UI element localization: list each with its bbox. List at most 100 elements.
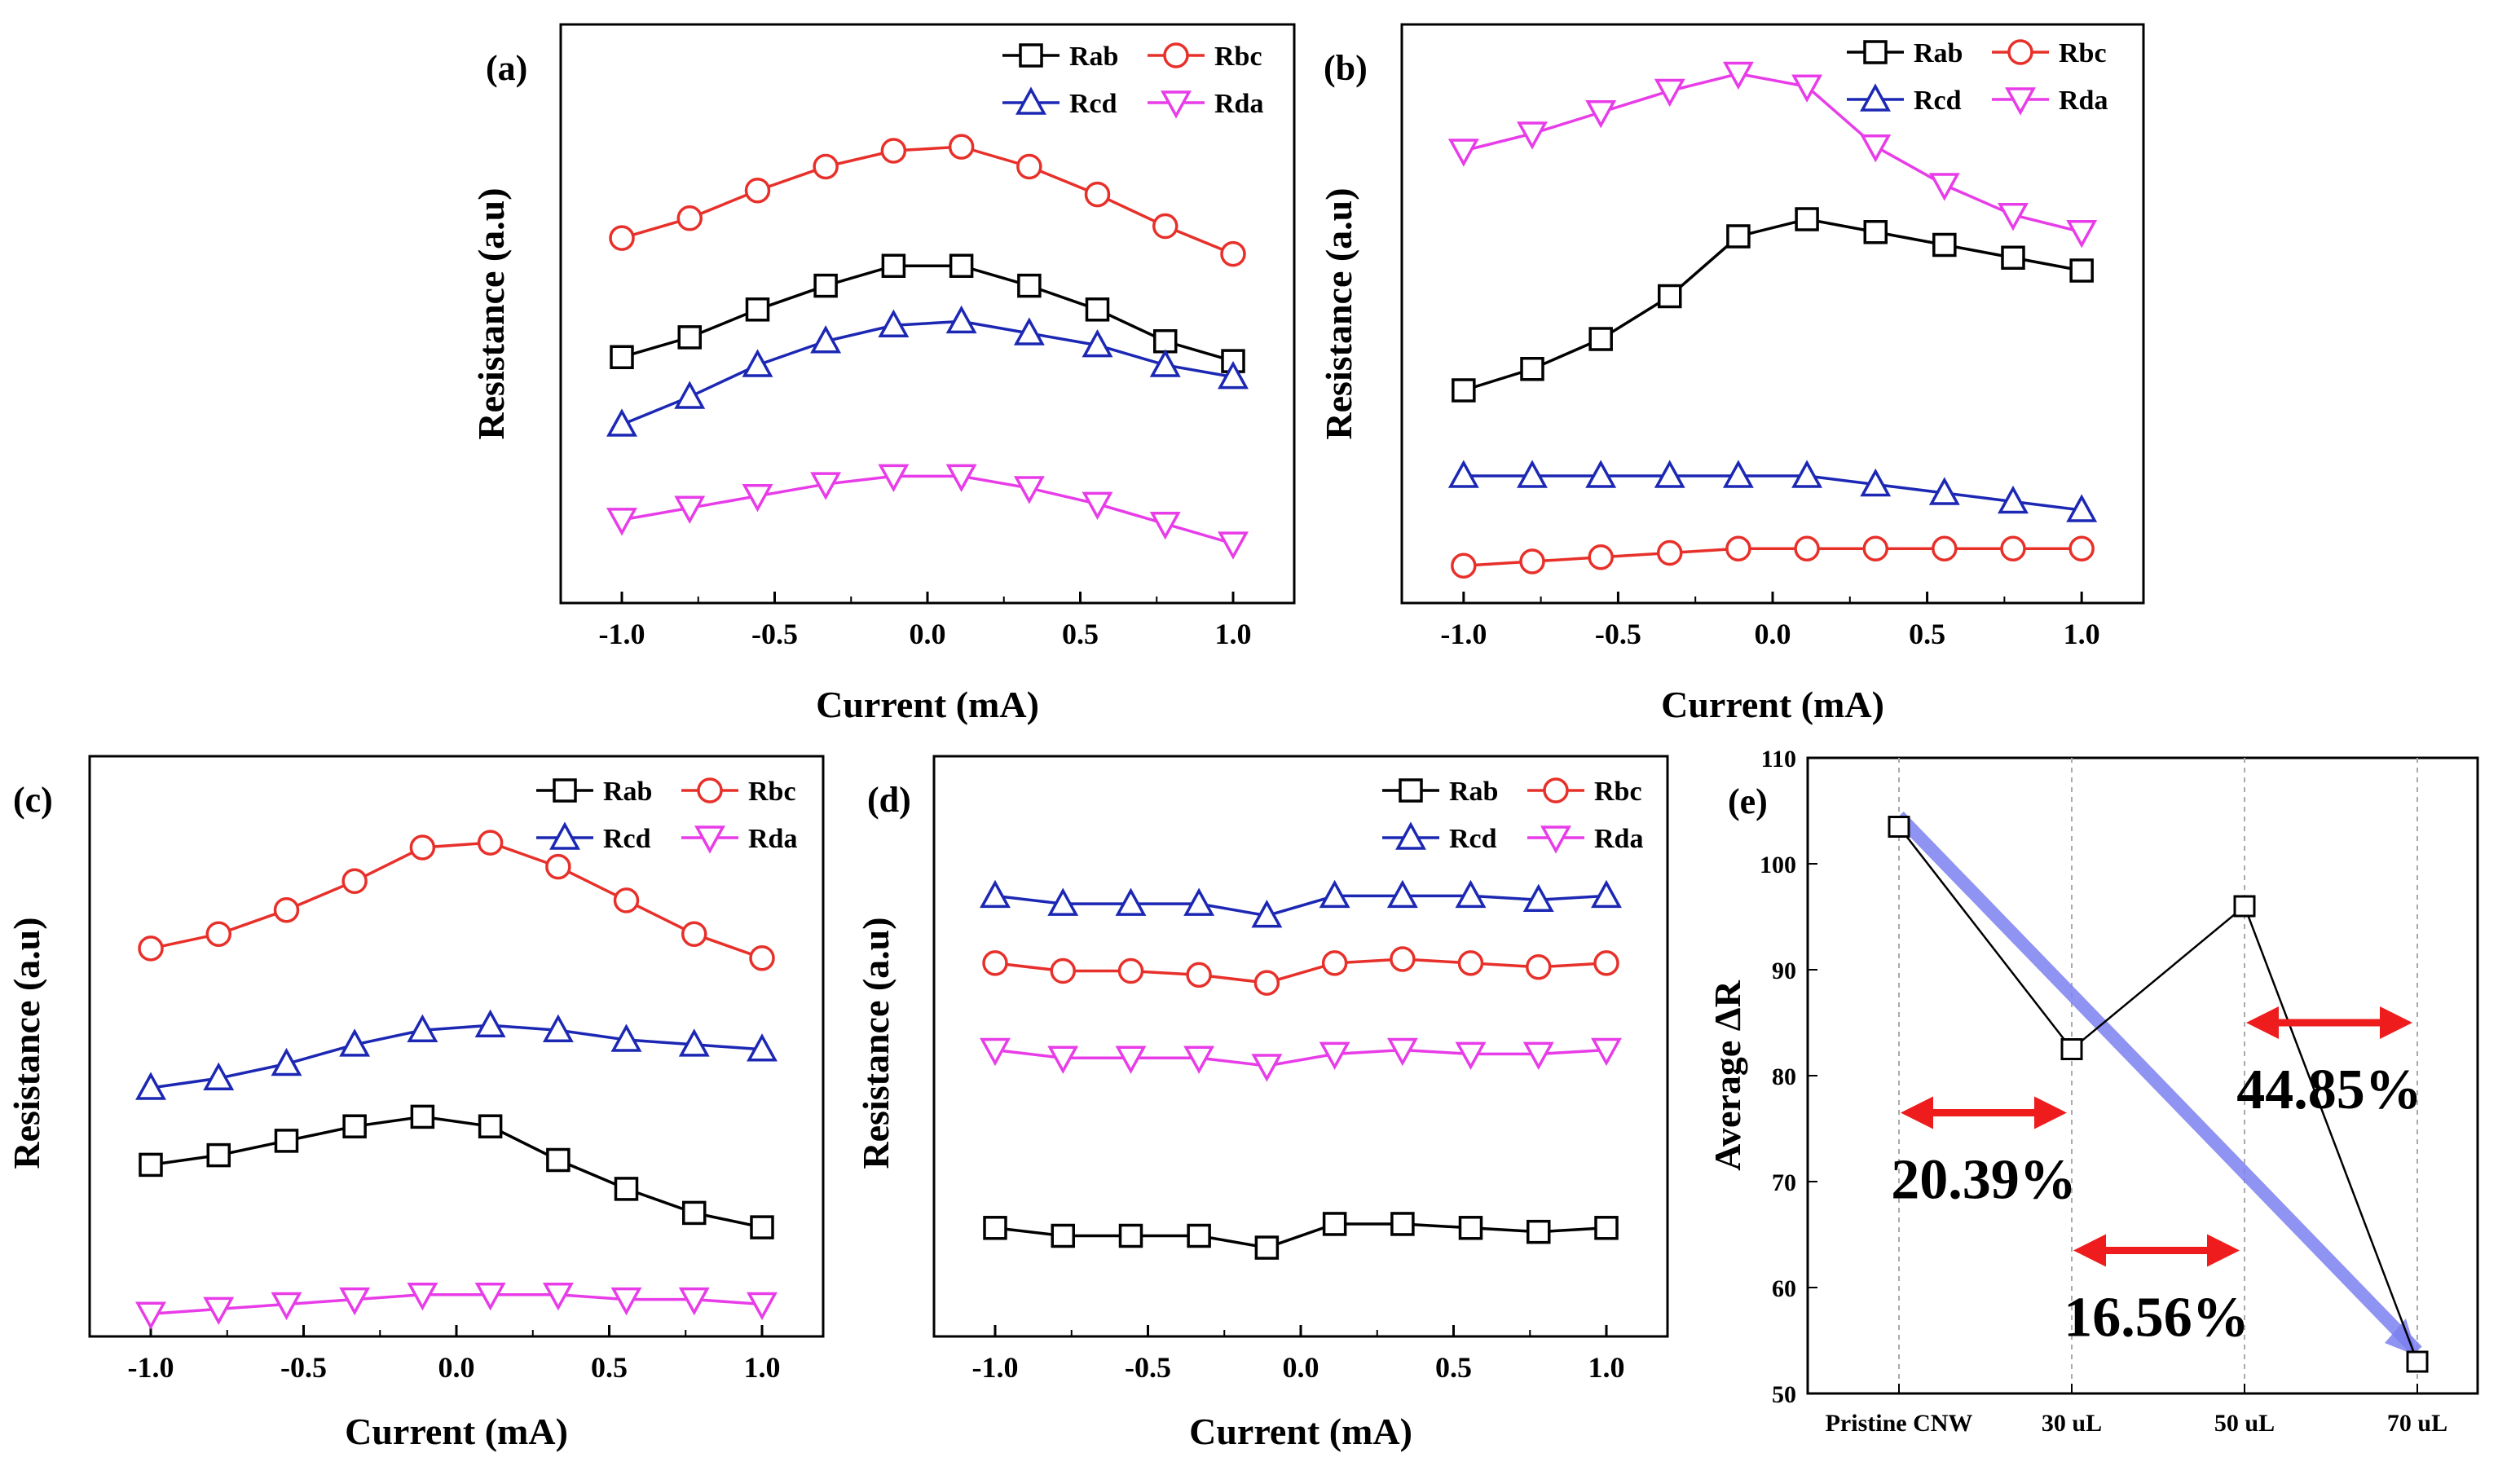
data-point	[1451, 553, 1477, 579]
data-point	[1654, 460, 1685, 488]
data-point	[1319, 879, 1350, 909]
x-tick-label: 0.5	[1062, 618, 1099, 650]
data-point	[1998, 485, 2029, 514]
data-point	[881, 253, 906, 278]
data-point	[542, 1282, 574, 1311]
data-point	[813, 273, 838, 298]
legend-entry: Rda	[1214, 89, 1263, 119]
data-point	[1447, 460, 1479, 488]
data-point	[878, 309, 910, 338]
x-tick-label: 0.0	[910, 618, 946, 650]
data-point	[1115, 887, 1147, 916]
data-point	[546, 1147, 571, 1173]
data-point	[1218, 531, 1249, 560]
legend-marker	[2007, 39, 2033, 65]
data-point	[1791, 460, 1823, 488]
data-point	[2000, 535, 2026, 561]
data-point	[606, 508, 637, 536]
x-tick-label: 50 uL	[2214, 1410, 2275, 1437]
series-line	[1898, 825, 2419, 1363]
legend-marker	[1163, 42, 1189, 68]
data-point	[1152, 213, 1178, 240]
legend-entry: Rab	[1914, 38, 1963, 68]
data-point	[2066, 220, 2098, 249]
data-point	[1657, 284, 1682, 309]
data-point	[273, 896, 300, 923]
y-tick-label: 60	[1772, 1275, 1796, 1302]
data-point	[1726, 224, 1751, 249]
y-tick-label: 110	[1761, 746, 1796, 773]
data-point	[206, 1142, 231, 1168]
data-point	[138, 936, 164, 962]
data-point	[810, 325, 842, 354]
legend-marker	[1019, 43, 1043, 68]
legend-marker	[1863, 40, 1888, 64]
legend-entry: Rab	[603, 777, 652, 807]
series-line-rab	[621, 264, 1234, 363]
x-tick-label: 1.0	[744, 1351, 781, 1384]
data-point	[2406, 1350, 2429, 1373]
y-tick-label: 80	[1772, 1063, 1796, 1090]
series-rbc	[982, 946, 1619, 996]
series-line-rcd	[1463, 474, 2082, 512]
data-point	[678, 1287, 710, 1316]
panel-label: (a)	[486, 48, 527, 88]
data-point	[948, 134, 975, 160]
data-point	[678, 1028, 710, 1057]
y-axis-label: Resistance (a.u)	[6, 917, 47, 1169]
y-axis-label: Average ΔR	[1707, 980, 1748, 1170]
data-point	[1860, 468, 1892, 497]
data-point	[339, 1028, 371, 1057]
panel-d: (d) -1.0 -0.5 0.0 0.5 1.0 Current (mA) Resistan…	[855, 755, 1669, 1452]
data-point	[1016, 153, 1042, 180]
panel-a: (a) -1.0 -0.5 0.0 0.5 1.0 Current (mA) Resistan…	[470, 23, 1296, 725]
series-rbc	[609, 134, 1246, 267]
delta-annotation: 20.39%	[1891, 1096, 2077, 1212]
data-point	[1522, 1041, 1554, 1071]
legend-entry: Rab	[1069, 42, 1118, 72]
data-point	[135, 1301, 166, 1330]
data-point	[2060, 1038, 2083, 1060]
legend-marker	[1161, 90, 1192, 119]
data-point	[271, 1292, 302, 1321]
legend-entry: Rda	[1594, 824, 1643, 854]
legend-entry: Rbc	[1214, 42, 1262, 72]
data-point	[1517, 121, 1548, 150]
double-arrow-head-right	[2034, 1096, 2067, 1129]
data-point	[339, 1287, 371, 1316]
data-point	[1517, 460, 1548, 488]
legend-marker	[1399, 778, 1423, 803]
x-tick-label: 1.0	[1588, 1351, 1625, 1384]
data-point	[745, 297, 770, 322]
double-arrow-head-right	[2380, 1006, 2412, 1039]
data-point	[1656, 539, 1683, 566]
data-point	[1457, 950, 1484, 976]
double-arrow-head-left	[2073, 1234, 2106, 1267]
x-tick-label: -0.5	[280, 1351, 327, 1384]
series-rab	[139, 1104, 774, 1239]
panel-label: (b)	[1324, 48, 1368, 88]
x-tick-label: 0.0	[1283, 1351, 1319, 1384]
data-point	[542, 1014, 574, 1042]
data-point	[1183, 1046, 1215, 1074]
data-point	[407, 1014, 438, 1042]
data-point	[271, 1047, 302, 1076]
legend-entry: Rda	[2059, 86, 2108, 116]
legend: Rab Rbc Rcd Rda	[1002, 42, 1263, 119]
series-rda	[135, 1282, 778, 1330]
x-tick-label: 0.5	[1909, 618, 1945, 650]
data-point	[810, 472, 842, 500]
series-line-rcd	[994, 894, 1607, 918]
percentage-label: 20.39%	[1891, 1149, 2077, 1212]
x-tick-label: 0.5	[591, 1351, 628, 1384]
data-point	[1153, 329, 1178, 354]
y-tick-label: 70	[1772, 1169, 1796, 1196]
data-point	[1187, 1223, 1211, 1248]
data-point	[1118, 1223, 1143, 1248]
data-point	[407, 1282, 438, 1311]
data-point	[1588, 327, 1613, 351]
data-point	[606, 408, 637, 437]
data-point	[1013, 476, 1045, 504]
data-point	[2066, 494, 2098, 522]
